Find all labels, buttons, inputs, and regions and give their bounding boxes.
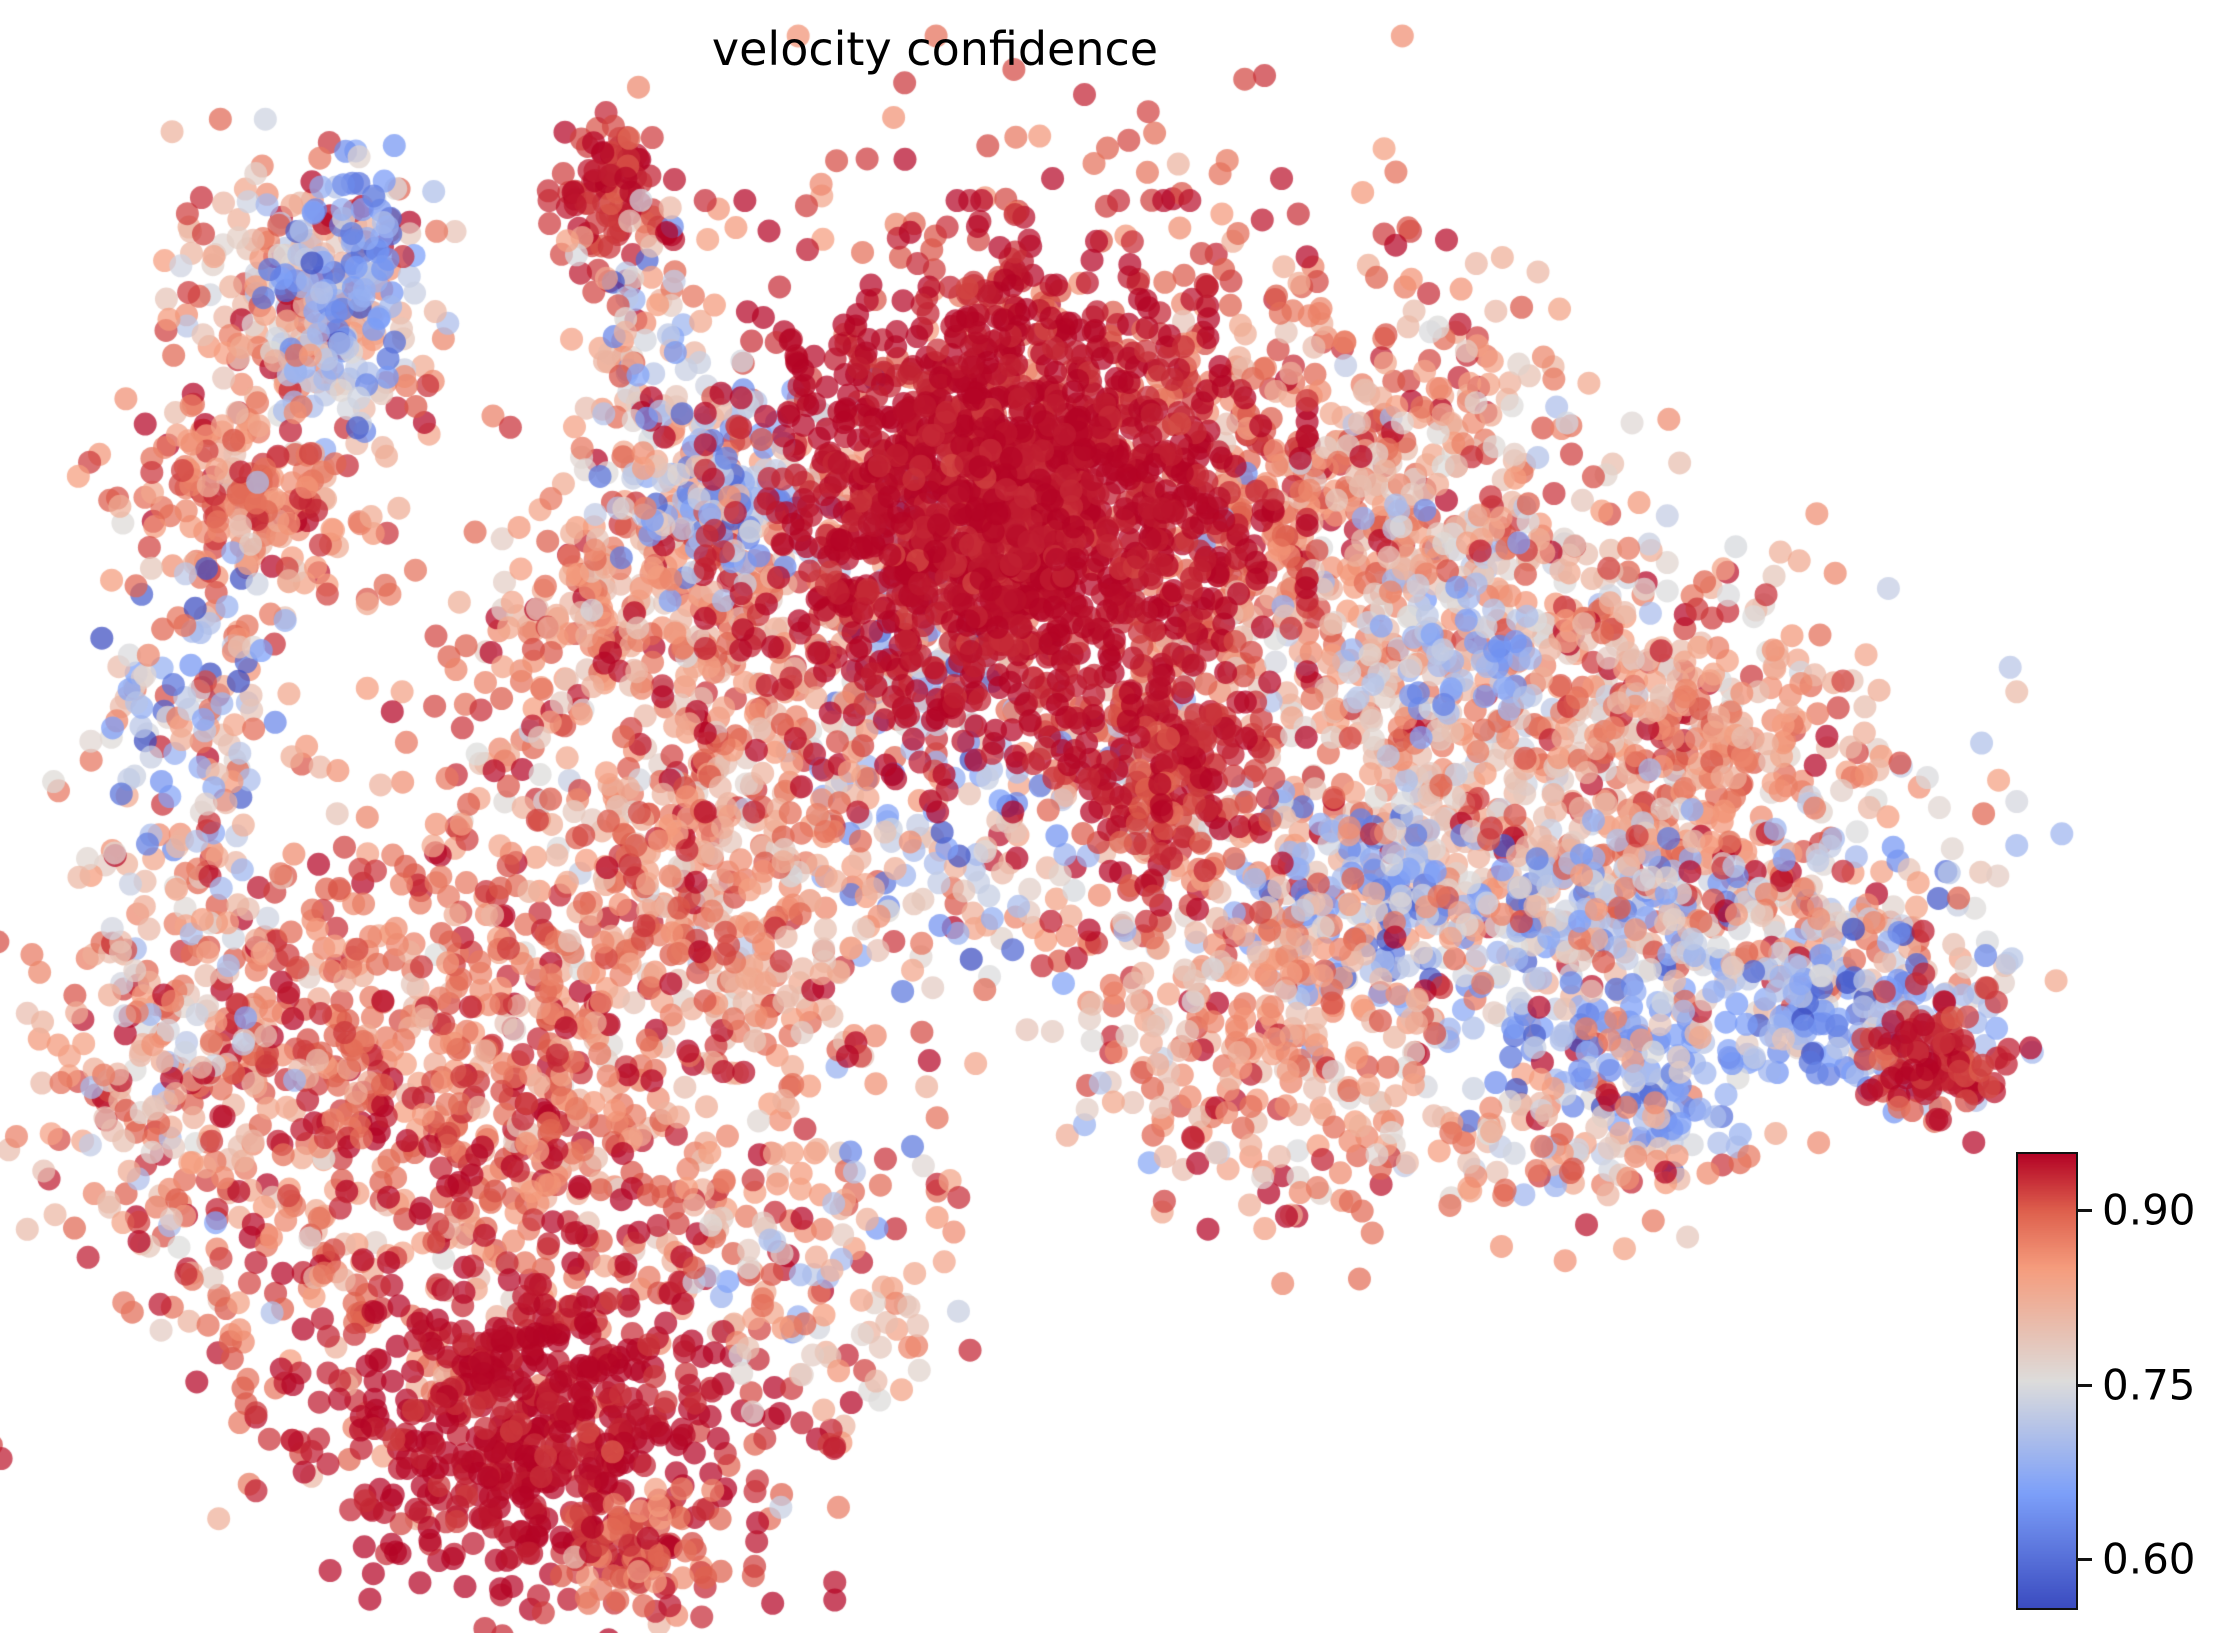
colorbar-gradient [2016, 1152, 2078, 1610]
colorbar-tick [2078, 1209, 2092, 1212]
colorbar-tick-label: 0.90 [2102, 1185, 2196, 1235]
colorbar-tick-label: 0.60 [2102, 1534, 2196, 1584]
colorbar-tick [2078, 1384, 2092, 1387]
colorbar-tick-label: 0.75 [2102, 1360, 2196, 1410]
plot-title: velocity confidence [711, 22, 1159, 76]
colorbar: 0.90 0.75 0.60 [2016, 1152, 2226, 1610]
colorbar-tick [2078, 1558, 2092, 1561]
